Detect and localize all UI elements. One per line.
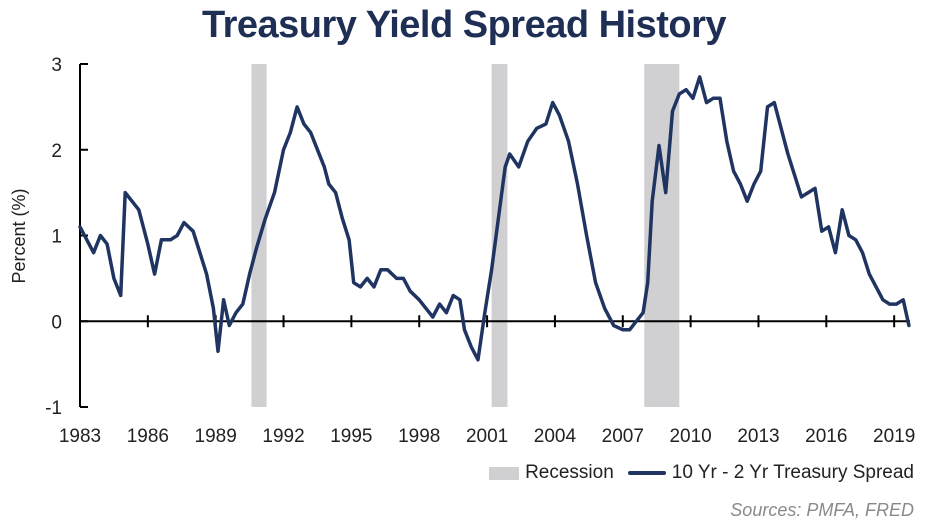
y-axis-ticks: -1 0 1 2 3: [45, 55, 88, 419]
x-tick-label: 2016: [805, 426, 847, 447]
y-tick-label: 2: [51, 141, 62, 162]
x-tick-label: 2007: [602, 426, 644, 447]
x-tick-label: 1995: [330, 426, 372, 447]
legend-series-swatch: [627, 471, 666, 475]
y-tick-label: -1: [45, 398, 62, 419]
legend-recession-label: Recession: [525, 462, 614, 483]
legend-series-label: 10 Yr - 2 Yr Treasury Spread: [671, 462, 914, 483]
y-axis-title: Percent (%): [9, 188, 29, 283]
x-axis-ticks: 1983 1986 1989 1992 1995 1998 2001 2004 2007 2010…: [59, 315, 915, 447]
x-tick-label: 1989: [195, 426, 237, 447]
x-tick-label: 2004: [534, 426, 577, 447]
series-layer: [78, 75, 911, 362]
x-tick-label: 1986: [127, 426, 169, 447]
x-tick-label: 1992: [262, 426, 304, 447]
legend-recession-swatch: [489, 466, 520, 480]
x-tick-label: 2001: [466, 426, 508, 447]
chart-title: Treasury Yield Spread History: [201, 4, 727, 46]
y-tick-label: 1: [51, 227, 62, 248]
y-tick-label: 0: [51, 312, 62, 333]
recession-band: [491, 64, 508, 407]
x-tick-label: 1983: [59, 426, 101, 447]
source-note: Sources: PMFA, FRED: [730, 500, 914, 520]
x-tick-label: 2013: [737, 426, 779, 447]
legend: Recession 10 Yr - 2 Yr Treasury Spread: [489, 462, 914, 484]
x-tick-label: 2019: [873, 426, 915, 447]
recession-bands: [251, 64, 680, 407]
x-tick-label: 2010: [669, 426, 711, 447]
series-line: [78, 75, 911, 362]
x-tick-label: 1998: [398, 426, 440, 447]
y-tick-label: 3: [51, 55, 62, 76]
